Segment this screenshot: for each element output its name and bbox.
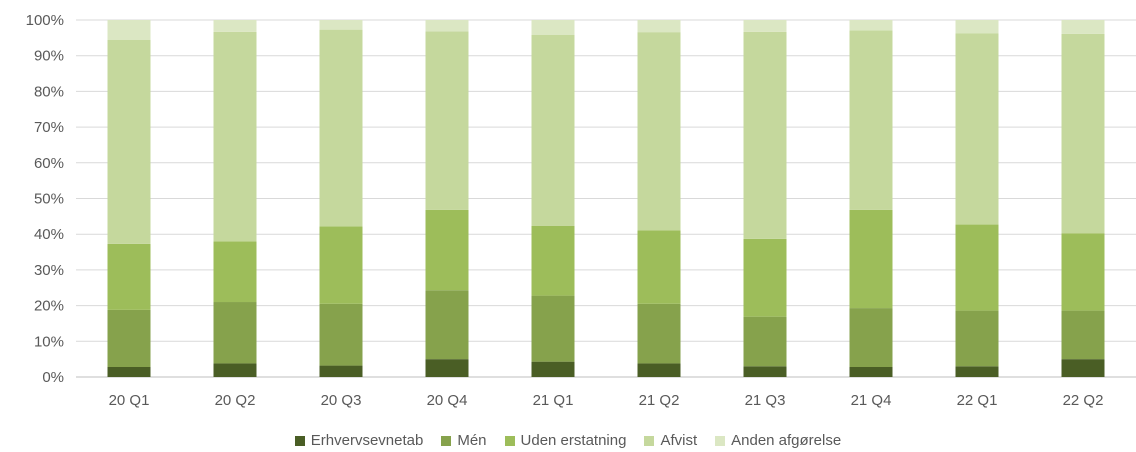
bar-segment-afvist (425, 31, 469, 210)
bar-segment-uden-erstatning (531, 225, 575, 296)
bar-segment-men (107, 309, 151, 368)
bar-segment-men (213, 302, 257, 364)
bar-segment-afvist (1061, 33, 1105, 234)
y-tick-label: 60% (34, 155, 64, 172)
legend-label-men: Mén (457, 432, 487, 449)
y-tick-label: 20% (34, 298, 64, 315)
bar-segment-men (743, 316, 787, 367)
x-tick-label: 21 Q3 (745, 392, 786, 409)
legend-label-uden-erstatning: Uden erstatning (520, 432, 627, 449)
legend-item-erhvervsevnetab: Erhvervsevnetab (294, 432, 424, 449)
bars (107, 20, 1105, 377)
bar-segment-erhvervsevnetab (743, 366, 787, 377)
bar-segment-erhvervsevnetab (425, 359, 469, 377)
legend-swatch-afvist (644, 435, 655, 446)
legend-item-afvist: Afvist (644, 432, 697, 449)
legend-swatch-erhvervsevnetab (294, 435, 305, 446)
bar-segment-men (425, 290, 469, 360)
legend-item-uden-erstatning: Uden erstatning (504, 432, 627, 449)
bar-segment-afvist (743, 31, 787, 239)
bar-segment-afvist (107, 39, 151, 244)
x-tick-label: 22 Q1 (957, 392, 998, 409)
y-tick-label: 0% (42, 369, 64, 386)
bar-segment-uden-erstatning (319, 226, 363, 304)
bar-segment-uden-erstatning (743, 238, 787, 317)
y-tick-label: 70% (34, 119, 64, 136)
y-tick-label: 100% (26, 12, 64, 29)
legend-item-anden-afgorelse: Anden afgørelse (715, 432, 841, 449)
bar-segment-erhvervsevnetab (531, 361, 575, 377)
bar-segment-uden-erstatning (425, 209, 469, 291)
bar-segment-erhvervsevnetab (849, 367, 893, 377)
legend-label-anden-afgorelse: Anden afgørelse (731, 432, 842, 449)
y-tick-label: 50% (34, 191, 64, 208)
y-tick-label: 40% (34, 226, 64, 243)
bar-segment-afvist (637, 32, 681, 231)
bar-segment-anden-afgorelse (319, 20, 363, 30)
bar-segment-anden-afgorelse (107, 20, 151, 40)
bar-segment-erhvervsevnetab (319, 365, 363, 377)
y-axis-tick-labels: 0% 10% 20% 30% 40% 50% 60% 70% 80% 90% 100% (26, 12, 64, 386)
bar-segment-anden-afgorelse (955, 20, 999, 34)
bar-segment-erhvervsevnetab (213, 363, 257, 377)
bar-segment-afvist (531, 34, 575, 226)
x-tick-label: 20 Q1 (109, 392, 150, 409)
legend-swatch-men (441, 435, 452, 446)
bar-segment-uden-erstatning (1061, 233, 1105, 311)
bar-segment-anden-afgorelse (743, 20, 787, 32)
bar-segment-anden-afgorelse (213, 20, 257, 32)
bar-segment-uden-erstatning (955, 224, 999, 311)
x-tick-label: 20 Q4 (427, 392, 468, 409)
y-tick-label: 30% (34, 262, 64, 279)
legend-label-afvist: Afvist (660, 432, 698, 449)
bar-segment-men (637, 303, 681, 364)
x-tick-label: 20 Q3 (321, 392, 362, 409)
bar-segment-anden-afgorelse (1061, 20, 1105, 34)
bar-segment-anden-afgorelse (637, 20, 681, 33)
legend: Erhvervsevnetab Mén Uden erstatning Afvi… (0, 432, 1136, 449)
bar-segment-erhvervsevnetab (955, 366, 999, 377)
bar-segment-uden-erstatning (849, 209, 893, 309)
x-tick-label: 21 Q4 (851, 392, 892, 409)
bar-segment-erhvervsevnetab (637, 363, 681, 377)
legend-item-men: Mén (441, 432, 487, 449)
bar-segment-uden-erstatning (107, 243, 151, 310)
x-tick-label: 20 Q2 (215, 392, 256, 409)
bar-segment-men (1061, 310, 1105, 360)
bar-segment-afvist (213, 31, 257, 242)
x-axis-tick-labels: 20 Q1 20 Q2 20 Q3 20 Q4 21 Q1 21 Q2 21 Q3 21 Q4… (109, 392, 1104, 409)
legend-swatch-uden-erstatning (504, 435, 515, 446)
bar-segment-men (955, 310, 999, 367)
bar-segment-afvist (319, 29, 363, 227)
bar-segment-erhvervsevnetab (1061, 359, 1105, 377)
y-tick-label: 10% (34, 333, 64, 350)
bar-segment-anden-afgorelse (531, 20, 575, 35)
y-tick-label: 90% (34, 48, 64, 65)
bar-segment-afvist (849, 30, 893, 210)
stacked-bar-chart: 0%10%20%30%40%50%60%70%80%90%100% 20 Q1 2… (26, 12, 1136, 409)
bar-segment-men (319, 303, 363, 366)
legend-label-erhvervsevnetab: Erhvervsevnetab (310, 432, 424, 449)
bar-segment-uden-erstatning (213, 241, 257, 303)
bar-segment-afvist (955, 33, 999, 225)
bar-segment-men (531, 295, 575, 362)
y-tick-label: 80% (34, 83, 64, 100)
bar-segment-anden-afgorelse (849, 20, 893, 31)
bar-segment-men (849, 308, 893, 368)
x-tick-label: 21 Q1 (533, 392, 574, 409)
x-tick-label: 21 Q2 (639, 392, 680, 409)
bar-segment-erhvervsevnetab (107, 367, 151, 377)
x-tick-label: 22 Q2 (1063, 392, 1104, 409)
bar-segment-uden-erstatning (637, 230, 681, 304)
legend-swatch-anden-afgorelse (715, 435, 726, 446)
bar-segment-anden-afgorelse (425, 20, 469, 32)
